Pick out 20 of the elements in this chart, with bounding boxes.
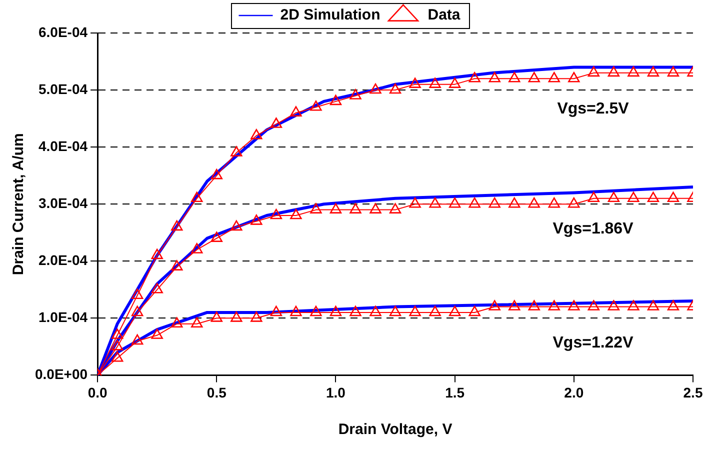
- y-tick-label: 3.0E-04: [38, 194, 88, 211]
- x-tick-label: 0.5: [206, 384, 227, 400]
- legend-label: Data: [428, 6, 461, 24]
- y-tick-label: 4.0E-04: [38, 138, 88, 154]
- legend-label: 2D Simulation: [280, 6, 380, 24]
- annotation: Vgs=1.22V: [552, 334, 634, 352]
- x-tick-label: 2.0: [564, 384, 584, 400]
- y-tick-label: 6.0E-04: [38, 24, 88, 40]
- x-axis-title: Drain Voltage, V: [338, 421, 452, 438]
- y-tick-label: 0.0E+00: [34, 366, 88, 382]
- x-tick-label: 0.0: [88, 384, 108, 400]
- y-axis-title: Drain Current, A/um: [10, 133, 28, 276]
- annotation: Vgs=1.86V: [552, 220, 634, 238]
- y-tick-label: 2.0E-04: [38, 252, 88, 268]
- x-tick-label: 1.0: [326, 384, 346, 400]
- x-tick-label: 2.5: [683, 384, 703, 400]
- annotation: Vgs=2.5V: [557, 100, 630, 118]
- y-tick-label: 5.0E-04: [38, 80, 88, 97]
- x-tick-label: 1.5: [445, 384, 465, 400]
- y-tick-label: 1.0E-04: [38, 309, 88, 326]
